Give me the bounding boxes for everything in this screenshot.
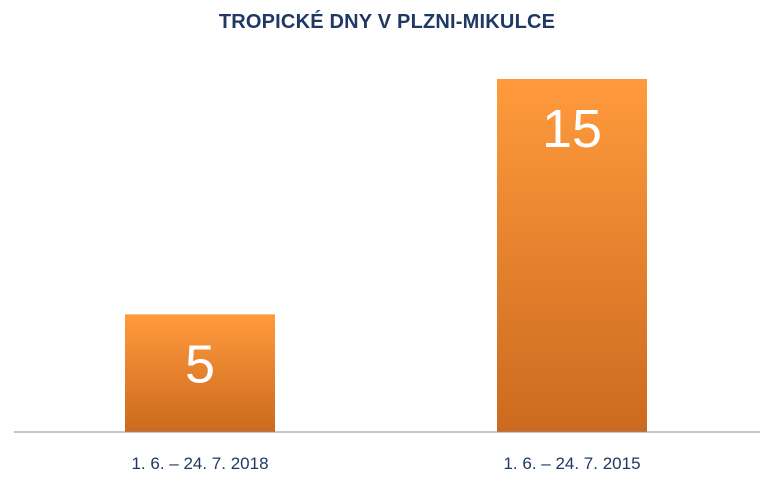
bar-1 xyxy=(125,314,275,432)
data-label-2: 15 xyxy=(542,99,602,159)
data-label-1: 5 xyxy=(185,334,215,394)
bar-2 xyxy=(497,79,647,432)
x-tick-label-1: 1. 6. – 24. 7. 2018 xyxy=(131,454,269,473)
chart-title: TROPICKÉ DNY V PLZNI-MIKULCE xyxy=(218,11,556,33)
x-tick-label-2: 1. 6. – 24. 7. 2015 xyxy=(503,454,641,473)
